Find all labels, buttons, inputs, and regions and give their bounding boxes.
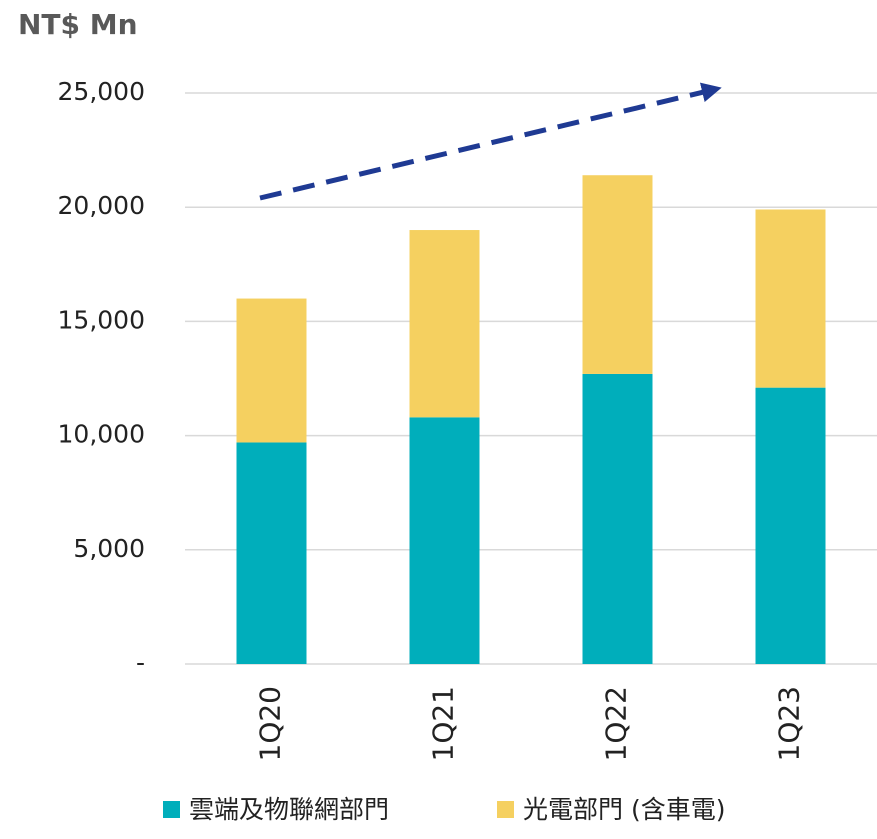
y-tick-label: 10,000 xyxy=(58,420,145,449)
bar-segment xyxy=(409,417,480,664)
y-tick-label: - xyxy=(136,648,145,677)
legend-label: 光電部門 (含車電) xyxy=(523,795,725,824)
bar-segment xyxy=(582,373,653,664)
x-tick-label: 1Q23 xyxy=(773,686,806,761)
y-tick-label: 20,000 xyxy=(58,191,145,220)
bar-segment xyxy=(582,175,653,374)
y-tick-label: 15,000 xyxy=(58,305,145,334)
legend-swatch xyxy=(497,801,514,818)
bar-segment xyxy=(236,442,307,664)
bar-segment xyxy=(409,230,480,418)
y-axis-label: NT$ Mn xyxy=(18,8,138,41)
legend-label: 雲端及物聯網部門 xyxy=(189,795,389,824)
bar-segment xyxy=(755,387,826,664)
bar-segment xyxy=(236,298,307,443)
legend-swatch xyxy=(163,801,180,818)
x-tick-label: 1Q22 xyxy=(600,686,633,761)
x-tick-label: 1Q20 xyxy=(254,686,287,761)
bar-segment xyxy=(755,209,826,388)
y-tick-label: 5,000 xyxy=(73,534,145,563)
trend-arrow xyxy=(259,82,722,201)
y-tick-label: 25,000 xyxy=(58,77,145,106)
x-tick-label: 1Q21 xyxy=(427,686,460,761)
